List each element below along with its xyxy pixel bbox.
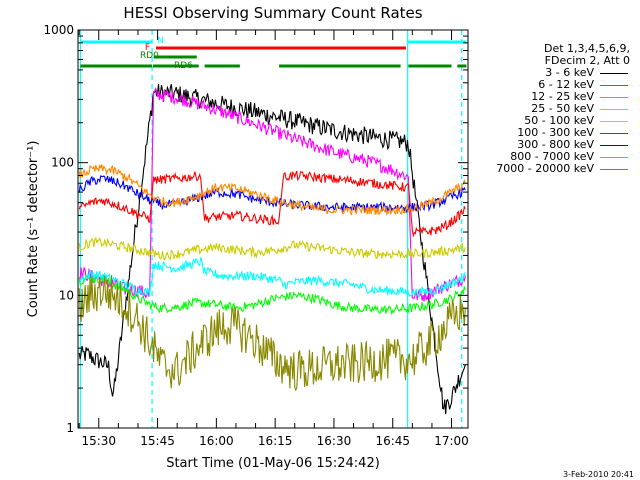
y-axis-label-text: Count Rate (s⁻¹ detector⁻¹) <box>26 141 41 318</box>
series-line-6 <box>78 175 466 214</box>
y-tick-label-3: 1000 <box>43 23 74 37</box>
series-line-7 <box>78 164 466 217</box>
x-tick-label-0: 15:30 <box>81 434 116 448</box>
legend-swatch-4 <box>600 121 628 122</box>
legend-swatch-3 <box>600 109 628 110</box>
chart-title: HESSI Observing Summary Count Rates <box>123 4 422 22</box>
legend-entry-5: 100 - 300 keV <box>517 126 594 139</box>
flag-label-rd6: RD6 <box>174 61 193 71</box>
series-line-8 <box>78 275 466 392</box>
series-line-2 <box>78 274 466 316</box>
legend-swatch-8 <box>600 169 628 170</box>
footer-date: 3-Feb-2010 20:41 <box>563 470 634 479</box>
legend-header-0: Det 1,3,4,5,6,9, <box>543 42 630 55</box>
plot-frame <box>77 29 469 429</box>
flag-label-n: N <box>157 36 164 46</box>
legend-swatch-1 <box>600 85 628 86</box>
series-line-3 <box>78 257 466 298</box>
legend-entry-3: 25 - 50 keV <box>531 102 594 115</box>
legend-entry-7: 800 - 7000 keV <box>510 150 594 163</box>
legend-swatch-7 <box>600 157 628 158</box>
y-axis-label: Count Rate (s⁻¹ detector⁻¹) <box>26 141 41 318</box>
x-axis-label: Start Time (01-May-06 15:24:42) <box>166 456 380 471</box>
flag-label-rd0: RD0 <box>140 51 159 61</box>
y-tick-label-2: 100 <box>51 156 74 170</box>
legend-swatch-6 <box>600 145 628 146</box>
series-line-4 <box>78 236 466 261</box>
legend-header-1: FDecim 2, Att 0 <box>544 54 630 67</box>
legend-swatch-0 <box>600 73 628 74</box>
legend-entry-2: 12 - 25 keV <box>531 90 594 103</box>
legend-entry-8: 7000 - 20000 keV <box>496 162 594 175</box>
series-line-0 <box>78 84 466 415</box>
flag-label-f: F <box>145 43 150 53</box>
y-tick-label-0: 1 <box>66 421 74 435</box>
x-tick-label-6: 17:00 <box>434 434 469 448</box>
x-tick-label-2: 16:00 <box>199 434 234 448</box>
x-tick-label-3: 16:15 <box>258 434 293 448</box>
series-line-1 <box>78 86 466 302</box>
legend-entry-4: 50 - 100 keV <box>524 114 594 127</box>
legend-entry-6: 300 - 800 keV <box>517 138 594 151</box>
y-tick-label-1: 10 <box>59 288 74 302</box>
legend-swatch-5 <box>600 133 628 134</box>
legend-entry-1: 6 - 12 keV <box>538 78 594 91</box>
x-tick-label-5: 16:45 <box>375 434 410 448</box>
series-line-5 <box>78 170 466 238</box>
x-tick-label-4: 16:30 <box>317 434 352 448</box>
legend-entry-0: 3 - 6 keV <box>545 66 594 79</box>
x-tick-label-1: 15:45 <box>140 434 175 448</box>
legend-swatch-2 <box>600 97 628 98</box>
